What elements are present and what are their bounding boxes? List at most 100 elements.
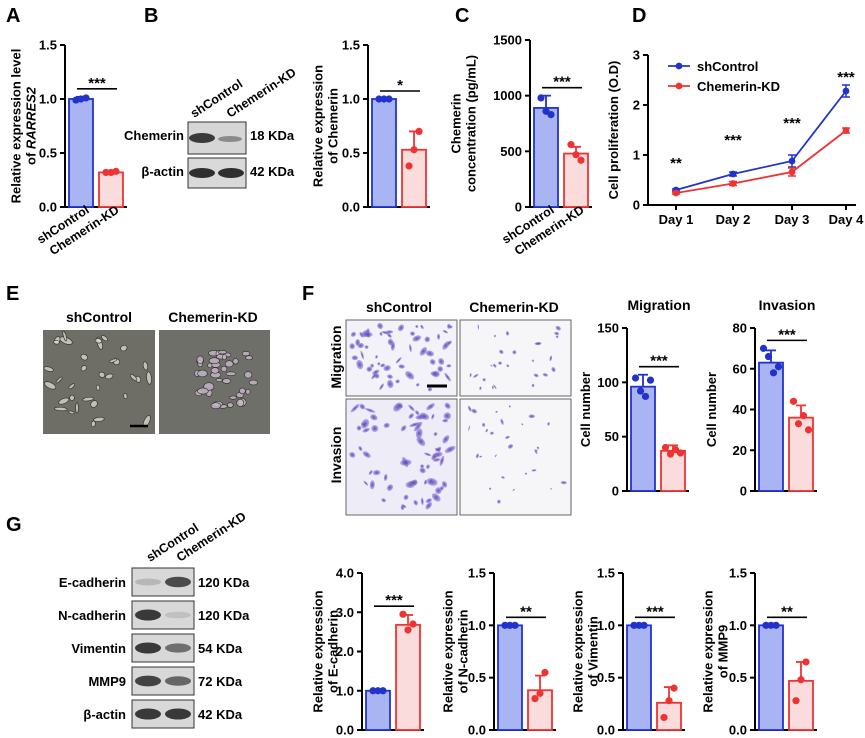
data-point bbox=[788, 157, 796, 165]
stained-cell bbox=[444, 402, 451, 409]
y-tick-label: 2 bbox=[633, 98, 640, 113]
data-point bbox=[788, 168, 796, 176]
stained-cell bbox=[473, 373, 479, 378]
blot-g-band bbox=[165, 611, 191, 619]
stained-cell bbox=[351, 355, 359, 361]
blot-g-band bbox=[135, 578, 161, 586]
stained-cell bbox=[535, 449, 538, 452]
data-point bbox=[804, 426, 813, 434]
stained-cell bbox=[415, 410, 420, 416]
x-tick-label: Day 4 bbox=[829, 212, 864, 227]
stained-cell bbox=[430, 371, 439, 377]
data-point bbox=[547, 110, 555, 119]
data-point bbox=[759, 344, 768, 352]
stained-cell bbox=[383, 422, 390, 428]
data-point bbox=[531, 695, 539, 703]
y-tick-label: 100 bbox=[597, 375, 619, 390]
data-point bbox=[797, 676, 805, 684]
stained-cell bbox=[419, 347, 428, 356]
stained-cell bbox=[542, 373, 549, 377]
y-tick-label: 60 bbox=[733, 361, 747, 376]
blot-g-kda-label: 120 KDa bbox=[198, 608, 250, 623]
stained-cell bbox=[442, 330, 449, 334]
stained-cell bbox=[508, 405, 511, 408]
stained-cell bbox=[512, 350, 517, 355]
stained-cell bbox=[534, 342, 542, 345]
panel-letter-g: G bbox=[6, 514, 22, 536]
series-line-chemerin-kd bbox=[675, 129, 847, 194]
cell bbox=[55, 376, 63, 384]
data-point bbox=[374, 687, 382, 695]
cell bbox=[101, 335, 108, 342]
y-axis-label: Relative expression level bbox=[9, 49, 24, 204]
stained-cell bbox=[467, 405, 472, 412]
bar-shcontrol bbox=[371, 98, 397, 208]
y-axis-label: Relative expression bbox=[441, 590, 456, 712]
stained-cell bbox=[386, 379, 394, 389]
stained-cell bbox=[431, 413, 435, 420]
stained-cell bbox=[446, 364, 452, 368]
cell bbox=[105, 373, 114, 380]
stained-cell bbox=[415, 383, 420, 387]
stained-cell bbox=[482, 422, 486, 427]
data-point bbox=[774, 363, 783, 371]
stained-cell bbox=[386, 484, 394, 491]
stained-cell bbox=[379, 331, 383, 336]
cell bbox=[75, 402, 79, 414]
stained-cell bbox=[410, 331, 415, 336]
stained-cell bbox=[444, 372, 451, 382]
stained-cell bbox=[493, 334, 496, 338]
cell bbox=[210, 367, 220, 374]
blot-g-protein-label: MMP9 bbox=[88, 674, 126, 689]
chart-fm: 0 50 100 150 Cell number Migration *** bbox=[578, 297, 691, 499]
bar-shcontrol bbox=[758, 624, 784, 731]
data-point bbox=[369, 687, 377, 695]
e-label-chemerin-kd: Chemerin-KD bbox=[168, 309, 257, 325]
data-point bbox=[842, 127, 850, 134]
stained-cell bbox=[425, 498, 432, 503]
stained-cell bbox=[432, 458, 441, 462]
significance-label: *** bbox=[385, 592, 403, 609]
stained-cell bbox=[492, 363, 497, 368]
y-tick-label: 0.5 bbox=[39, 146, 57, 161]
y-tick-label: 1.5 bbox=[39, 38, 57, 53]
y-axis-label: of RARRES2 bbox=[24, 86, 39, 165]
legend-label: shControl bbox=[697, 59, 758, 74]
cell bbox=[109, 358, 118, 363]
stained-cell bbox=[426, 464, 430, 469]
stained-cell bbox=[494, 454, 497, 458]
cell bbox=[244, 371, 253, 379]
data-point bbox=[577, 156, 585, 164]
stained-cell bbox=[438, 358, 445, 365]
cell bbox=[53, 406, 68, 412]
bar-chemerin-kd bbox=[401, 148, 427, 208]
stained-cell bbox=[362, 428, 370, 433]
stained-cell bbox=[447, 323, 451, 329]
y-tick-label: 80 bbox=[733, 321, 747, 336]
cell bbox=[146, 371, 152, 385]
y-tick-label: 1000 bbox=[493, 88, 522, 103]
cell bbox=[120, 344, 128, 352]
stained-cell bbox=[409, 344, 412, 353]
stained-cell bbox=[441, 481, 448, 488]
significance-label: ** bbox=[670, 155, 682, 172]
stained-cell bbox=[380, 363, 386, 368]
cell bbox=[224, 360, 234, 368]
data-point bbox=[399, 610, 407, 618]
y-axis-label: Relative expression bbox=[311, 590, 326, 712]
data-point bbox=[536, 689, 544, 697]
data-point bbox=[640, 621, 648, 629]
y-tick-label: 3 bbox=[633, 48, 640, 63]
data-point bbox=[501, 621, 509, 629]
stained-cell bbox=[439, 455, 445, 466]
chart-c: 0 500 1000 1500 Chemerin concentration (pg/mL… bbox=[449, 33, 592, 258]
panel-letter-d: D bbox=[632, 5, 646, 27]
y-tick-label: 0.0 bbox=[729, 723, 747, 738]
data-point bbox=[405, 162, 413, 170]
cell bbox=[208, 357, 220, 365]
blot-g-band bbox=[165, 708, 191, 720]
stained-cell bbox=[413, 500, 418, 506]
stained-cell bbox=[437, 366, 444, 372]
stained-cell bbox=[375, 355, 378, 359]
